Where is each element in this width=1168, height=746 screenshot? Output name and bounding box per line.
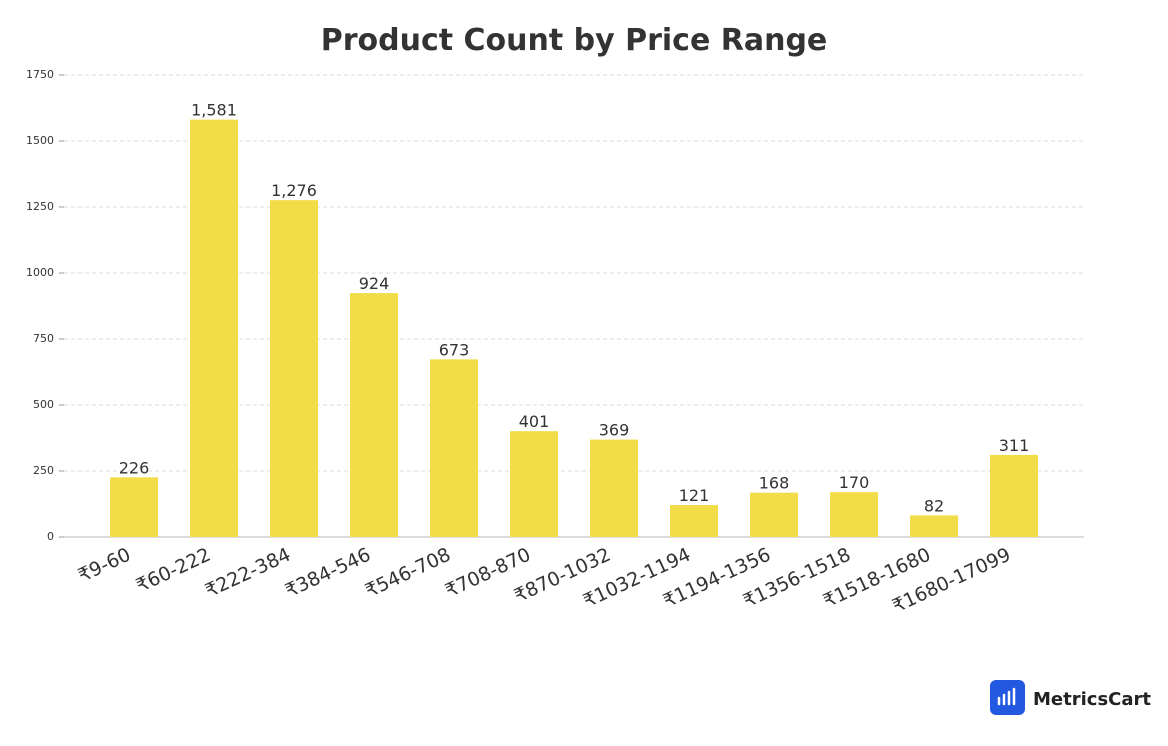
value-label: 1,581 [191, 101, 237, 120]
value-label: 170 [839, 473, 870, 492]
value-label: 369 [599, 421, 630, 440]
value-label: 168 [759, 474, 790, 493]
value-label: 401 [519, 412, 550, 431]
bar [430, 359, 478, 537]
bar [270, 200, 318, 538]
x-tick-label: ₹222-384 [202, 544, 294, 603]
bar [350, 293, 398, 537]
chart-title: Product Count by Price Range [321, 23, 828, 58]
bar [110, 477, 158, 537]
bar [670, 505, 718, 537]
bar [190, 119, 238, 537]
bar [590, 439, 638, 537]
value-label: 924 [359, 274, 390, 293]
value-label: 82 [924, 496, 944, 515]
bar [750, 492, 798, 537]
y-tick-label: 1750 [26, 68, 54, 81]
value-label: 673 [439, 340, 470, 359]
logo-icon [990, 680, 1025, 715]
x-tick-label: ₹9-60 [75, 544, 134, 587]
y-tick-label: 750 [33, 332, 54, 345]
y-tick-label: 250 [33, 464, 54, 477]
logo: MetricsCart [990, 680, 1151, 715]
y-tick-label: 1500 [26, 134, 54, 147]
bar [510, 431, 558, 537]
y-tick-label: 1000 [26, 266, 54, 279]
logo-text: MetricsCart [1033, 689, 1151, 710]
logo-glyph [997, 687, 1016, 706]
x-tick-label: ₹384-546 [282, 544, 374, 603]
bar [910, 515, 958, 537]
bar [990, 454, 1038, 537]
value-label: 1,276 [271, 181, 317, 200]
y-tick-label: 1250 [26, 200, 54, 213]
value-label: 226 [119, 458, 150, 477]
y-tick-label: 0 [47, 530, 54, 543]
x-tick-label: ₹60-222 [133, 544, 214, 597]
value-label: 311 [999, 436, 1030, 455]
value-label: 121 [679, 486, 710, 505]
x-tick-label: ₹546-708 [362, 544, 454, 603]
y-tick-label: 500 [33, 398, 54, 411]
bar [830, 492, 878, 537]
